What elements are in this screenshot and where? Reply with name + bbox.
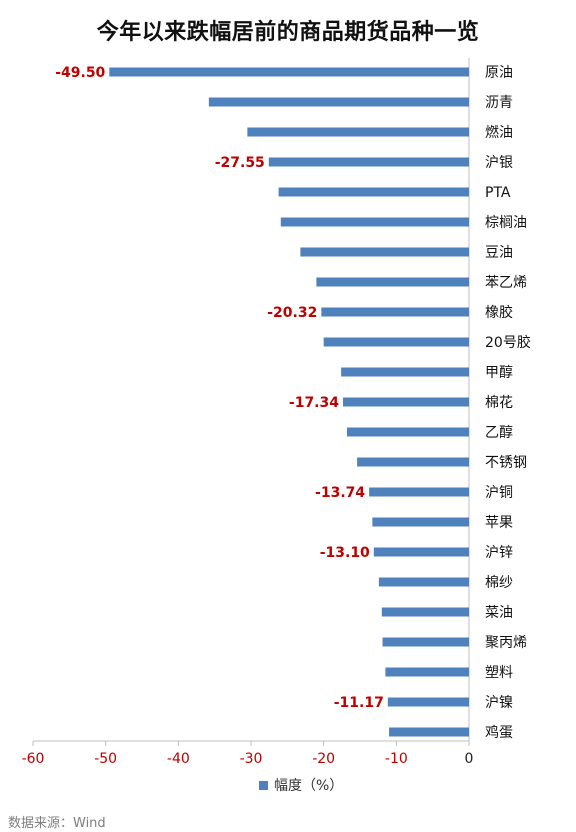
bar	[346, 427, 469, 437]
bar	[373, 547, 469, 557]
category-label: 鸡蛋	[485, 724, 513, 741]
data-source: 数据来源：Wind	[8, 816, 106, 831]
category-label: 原油	[485, 65, 513, 81]
legend-label: 幅度（%）	[274, 778, 343, 794]
bar	[382, 637, 469, 647]
data-label: -20.32	[267, 305, 317, 321]
category-label: PTA	[485, 185, 511, 201]
category-label: 沥青	[485, 95, 513, 111]
category-label: 20号胶	[485, 334, 531, 351]
bar	[300, 247, 469, 257]
data-label: -11.17	[334, 695, 384, 711]
category-label: 棉纱	[485, 574, 513, 591]
bar	[381, 607, 469, 617]
category-label: 燃油	[485, 124, 513, 141]
x-tick-label: -50	[94, 751, 117, 767]
category-label: 乙醇	[485, 424, 513, 441]
x-tick-label: -10	[385, 751, 408, 767]
x-tick-label: -20	[312, 751, 335, 767]
x-tick-label: -60	[22, 751, 45, 767]
data-label: -49.50	[55, 65, 105, 81]
category-label: 沪锌	[485, 545, 513, 561]
chart-title: 今年以来跌幅居前的商品期货品种一览	[96, 20, 480, 45]
bar	[389, 727, 469, 737]
bar	[268, 157, 469, 167]
bar	[369, 487, 469, 497]
x-tick-label: -30	[240, 751, 263, 767]
data-label: -17.34	[289, 395, 339, 411]
bar	[323, 337, 469, 347]
category-label: 沪铜	[485, 485, 513, 501]
bar	[247, 127, 469, 137]
category-label: 苹果	[485, 515, 513, 531]
category-label: 不锈钢	[485, 455, 527, 471]
category-label: 棕榈油	[485, 215, 527, 231]
category-label: 沪银	[485, 155, 513, 171]
bar	[341, 367, 469, 377]
category-label: 豆油	[485, 245, 513, 261]
bar	[385, 667, 469, 677]
category-label: 菜油	[485, 605, 513, 621]
category-label: 橡胶	[485, 304, 513, 321]
data-label: -27.55	[215, 155, 265, 171]
bar	[387, 697, 469, 707]
bar	[280, 217, 469, 227]
category-label: 棉花	[485, 394, 513, 411]
x-tick-label: -40	[167, 751, 190, 767]
category-label: 苯乙烯	[485, 274, 527, 291]
bar	[208, 97, 469, 107]
legend-swatch	[259, 781, 268, 790]
category-label: 塑料	[485, 665, 513, 681]
category-label: 沪镍	[485, 695, 513, 711]
bar	[278, 187, 469, 197]
bar	[316, 277, 469, 287]
bar	[357, 457, 469, 467]
bar	[372, 517, 469, 527]
bar	[109, 67, 470, 77]
data-label: -13.74	[315, 485, 365, 501]
category-label: 甲醇	[485, 364, 513, 381]
category-label: 聚丙烯	[485, 635, 527, 651]
data-label: -13.10	[320, 545, 370, 561]
bar	[378, 577, 469, 587]
bar	[342, 397, 469, 407]
x-tick-label: 0	[465, 751, 474, 767]
bar	[321, 307, 469, 317]
